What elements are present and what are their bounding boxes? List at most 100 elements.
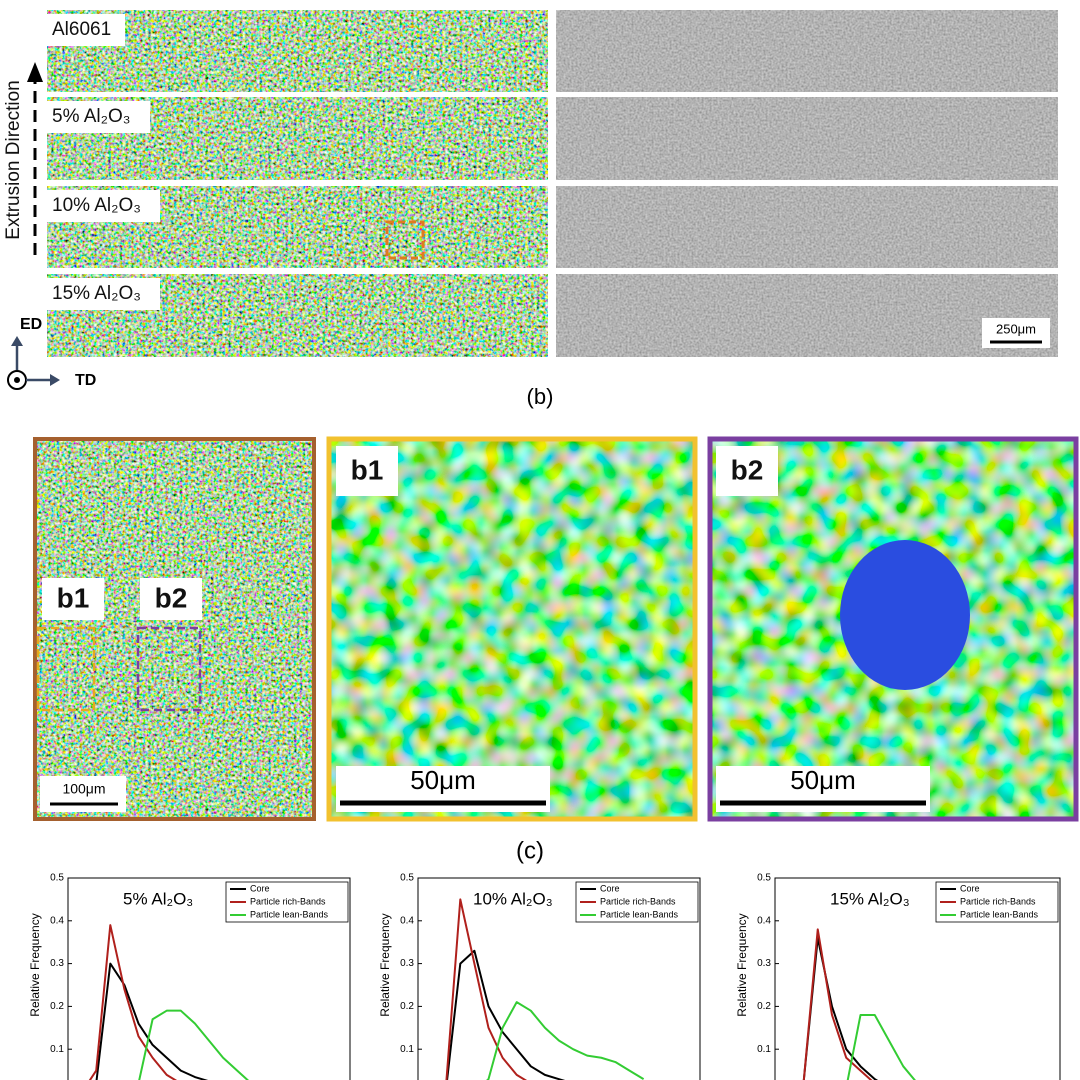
series-line (138, 1009, 250, 1080)
ebsd-strips (47, 10, 548, 357)
chart-title: 15% Al₂O₃ (830, 889, 910, 908)
arrow-head (11, 336, 23, 346)
panel-label: b2 (731, 454, 764, 485)
arrow-head (27, 62, 43, 82)
line-chart: 0.1 0.2 0.3 0.4 0.5 Relative Frequency 15% Al₂… (735, 873, 1061, 1080)
label-box (140, 578, 202, 620)
caption: (b) (527, 384, 554, 409)
series-line (446, 949, 566, 1080)
b1-region (36, 626, 96, 712)
y-axis-label: Relative Frequency (378, 913, 392, 1016)
panel-label: b1 (57, 582, 90, 613)
legend-label: Core (250, 883, 270, 893)
y-tick-label: 0.2 (757, 1001, 771, 1012)
td-label: TD (75, 372, 96, 389)
y-tick-label: 0.1 (757, 1044, 771, 1055)
ed-label: ED (20, 316, 42, 333)
y-tick-label: 0.2 (400, 1001, 414, 1012)
arrow-head (50, 374, 60, 386)
panel-frame (326, 436, 698, 822)
label-box (47, 14, 125, 46)
y-tick-label: 0.5 (400, 873, 414, 884)
y-tick-label: 0.4 (50, 915, 64, 926)
b2-region (136, 626, 202, 712)
legend-box (575, 881, 699, 923)
legend-label: Particle lean-Bands (250, 909, 329, 919)
out-of-plane-dot (14, 377, 20, 383)
panel-label: b2 (155, 582, 188, 613)
y-tick-label: 0.3 (400, 958, 414, 969)
legend-label: Core (600, 883, 620, 893)
label-box (47, 278, 160, 310)
scale-label: 250μm (996, 321, 1036, 336)
row-label: 15% Al₂O₃ (52, 283, 141, 304)
label-box (47, 190, 160, 222)
sem-strips: 250μm (556, 10, 1058, 357)
legend-box (225, 881, 349, 923)
row-labels: Al6061 5% Al₂O₃ 10% Al₂O₃ 15% Al₂O₃ (47, 14, 160, 310)
orientation-axes: ED TD (7, 316, 96, 390)
scale-label: 100μm (62, 781, 105, 797)
y-tick-label: 0.4 (400, 915, 414, 926)
panel-frame (33, 437, 316, 821)
plot-frame (67, 877, 351, 1080)
line-chart: 0.1 0.2 0.3 0.4 0.5 Relative Frequency 10% Al₂… (378, 873, 701, 1080)
legend-label: Particle lean-Bands (960, 909, 1039, 919)
plot-frame (417, 877, 701, 1080)
label-box (47, 101, 150, 133)
highlight-box (385, 220, 425, 260)
y-tick-label: 0.5 (757, 873, 771, 884)
panel-frame (707, 436, 1079, 822)
b1-panel: b1 50μm (326, 436, 698, 822)
y-tick-label: 0.1 (50, 1044, 64, 1055)
plot-frame (774, 877, 1061, 1080)
series-line (486, 1001, 645, 1080)
y-tick-label: 0.3 (50, 958, 64, 969)
chart-title: 5% Al₂O₃ (123, 889, 193, 908)
y-tick-label: 0.2 (50, 1001, 64, 1012)
scale-label: 50μm (410, 765, 476, 795)
scale-label: 50μm (790, 765, 856, 795)
label-box (336, 446, 398, 496)
sem-image (556, 97, 1058, 180)
legend-box (935, 881, 1059, 923)
overview-panel: b1 b2 100μm (33, 437, 316, 821)
legend-label: Particle lean-Bands (600, 909, 679, 919)
charts: 0.1 0.2 0.3 0.4 0.5 Relative Frequency 5% Al₂O… (28, 873, 1061, 1080)
panel-label: b1 (351, 454, 384, 485)
series-line (802, 928, 873, 1080)
ebsd-image (35, 439, 314, 819)
ebsd-image (47, 10, 548, 92)
large-grain (840, 540, 970, 690)
axis-label: Extrusion Direction (3, 80, 24, 239)
series-line (88, 924, 178, 1080)
row-label: Al6061 (52, 19, 111, 40)
y-tick-label: 0.4 (757, 915, 771, 926)
legend-label: Particle rich-Bands (250, 896, 326, 906)
sem-image (556, 186, 1058, 268)
y-tick-label: 0.1 (400, 1044, 414, 1055)
chart-title: 10% Al₂O₃ (473, 889, 553, 908)
legend-label: Particle rich-Bands (960, 896, 1036, 906)
y-tick-label: 0.3 (757, 958, 771, 969)
scale-box (40, 776, 126, 812)
legend-label: Core (960, 883, 980, 893)
y-axis-label: Relative Frequency (735, 913, 749, 1016)
line-chart: 0.1 0.2 0.3 0.4 0.5 Relative Frequency 5% Al₂O… (28, 873, 351, 1080)
series-line (445, 898, 528, 1080)
label-box (716, 446, 778, 496)
series-line (846, 1013, 916, 1080)
sem-image (556, 10, 1058, 92)
b2-panel: b2 50μm (707, 436, 1079, 822)
series-line (95, 962, 209, 1080)
legend-label: Particle rich-Bands (600, 896, 676, 906)
y-axis-label: Relative Frequency (28, 913, 42, 1016)
y-tick-label: 0.5 (50, 873, 64, 884)
row-label: 10% Al₂O₃ (52, 195, 141, 216)
row-label: 5% Al₂O₃ (52, 106, 130, 127)
caption: (c) (516, 837, 544, 864)
label-box (42, 578, 104, 620)
ebsd-image (329, 439, 695, 819)
